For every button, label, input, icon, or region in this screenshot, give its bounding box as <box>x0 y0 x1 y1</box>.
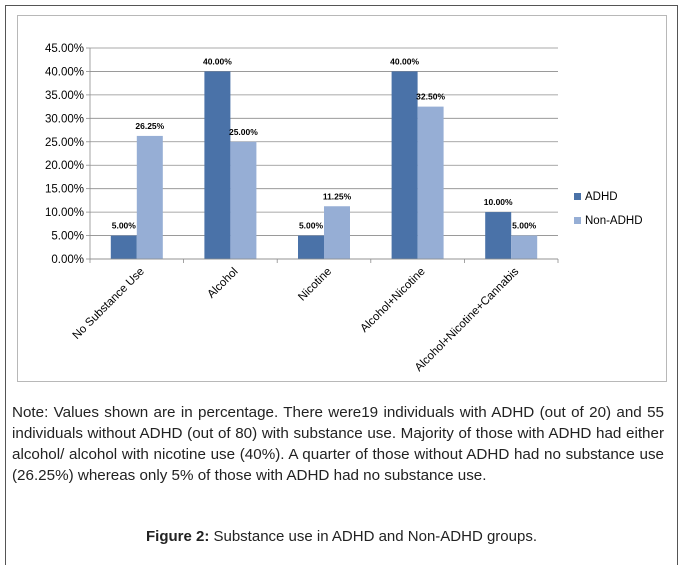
data-label: 32.50% <box>416 92 445 102</box>
y-tick-label: 30.00% <box>45 113 84 125</box>
chart-area: 0.00% 5.00% 10.00% 15.00% 20.00% 25.00% 30.00%… <box>17 15 667 382</box>
y-tick-label: 5.00% <box>51 231 84 243</box>
bar-non-adhd <box>136 135 163 259</box>
x-tick-label: Nicotine <box>296 266 334 304</box>
bar-non-adhd <box>230 141 257 259</box>
bar-adhd <box>298 235 324 259</box>
data-label: 5.00% <box>112 221 137 231</box>
x-tick-label: No Substance Use <box>71 266 147 342</box>
legend-swatch-adhd <box>574 193 581 200</box>
data-label: 5.00% <box>299 221 324 231</box>
data-label: 25.00% <box>229 127 258 137</box>
data-label: 5.00% <box>512 221 537 231</box>
x-tick-label: Alcohol <box>205 266 240 301</box>
data-label: 26.25% <box>135 121 164 131</box>
data-label: 40.00% <box>203 56 232 66</box>
bar-chart: 0.00% 5.00% 10.00% 15.00% 20.00% 25.00% 30.00%… <box>45 43 643 374</box>
legend-swatch-non-adhd <box>574 217 581 224</box>
y-tick-label: 25.00% <box>45 137 84 149</box>
figure-caption: Figure 2: Substance use in ADHD and Non-… <box>0 528 683 545</box>
figure-caption-label: Figure 2: <box>145 528 210 545</box>
y-tick-label: 15.00% <box>45 184 84 196</box>
y-tick-label: 20.00% <box>45 160 84 172</box>
x-tick-label: Alcohol+Nicotine <box>358 266 427 335</box>
bar-adhd <box>391 71 418 259</box>
data-label: 10.00% <box>484 197 513 207</box>
y-tick-label: 10.00% <box>45 207 84 219</box>
x-tick-label: Alcohol+Nicotine+Cannabis <box>413 265 522 374</box>
bar-adhd <box>485 212 512 259</box>
figure-caption-text: Substance use in ADHD and Non-ADHD group… <box>209 528 537 545</box>
data-label: 11.25% <box>323 191 352 201</box>
figure-note: Note: Values shown are in percentage. Th… <box>12 404 664 484</box>
y-tick-label: 40.00% <box>45 66 84 78</box>
legend-label-non-adhd: Non-ADHD <box>585 215 643 227</box>
bar-non-adhd <box>417 106 444 259</box>
bar-adhd <box>110 235 137 259</box>
bar-adhd <box>204 71 231 259</box>
legend-label-adhd: ADHD <box>585 191 618 203</box>
figure-frame <box>5 5 678 565</box>
y-tick-label: 35.00% <box>45 90 84 102</box>
y-tick-label: 0.00% <box>51 254 84 266</box>
bar-non-adhd <box>511 235 538 259</box>
data-label: 40.00% <box>390 56 419 66</box>
bar-non-adhd <box>324 206 350 259</box>
y-tick-label: 45.00% <box>45 43 84 55</box>
